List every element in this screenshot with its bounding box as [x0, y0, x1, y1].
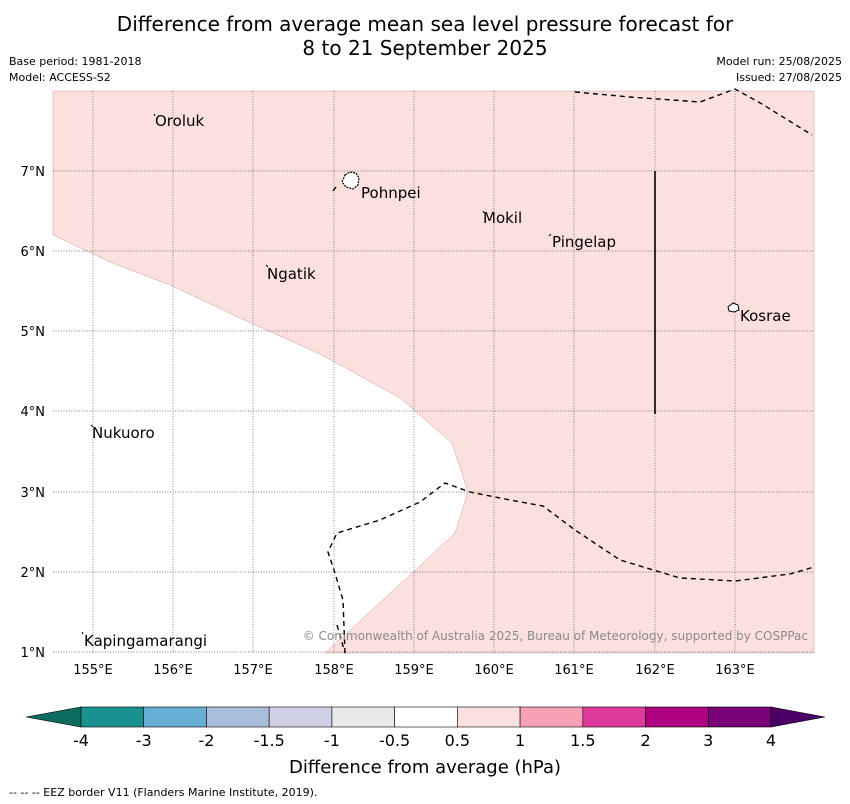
lat-tick-label: 5°N [21, 325, 46, 340]
model-name: Model: ACCESS-S2 [9, 71, 111, 84]
info-right: Model run: 25/08/2025 Issued: 27/08/2025 [716, 54, 842, 86]
colorbar-tick-label: 1.5 [570, 731, 595, 750]
colorbar-tick-label: -1.5 [254, 731, 285, 750]
lon-tick-label: 161°E [554, 663, 594, 678]
issued-date: Issued: 27/08/2025 [735, 71, 842, 84]
anomaly-area [52, 90, 815, 654]
lon-tick-label: 160°E [474, 663, 514, 678]
kosrae-island-shape [727, 302, 740, 313]
map-title: Difference from average mean sea level p… [0, 12, 850, 60]
info-left: Base period: 1981-2018 Model: ACCESS-S2 [9, 54, 141, 86]
place-label-kosrae: Kosrae [740, 307, 791, 325]
colorbar-swatch [206, 706, 270, 728]
title-line-1: Difference from average mean sea level p… [116, 12, 734, 36]
model-run: Model run: 25/08/2025 [716, 55, 842, 68]
lat-tick-label: 4°N [21, 405, 46, 420]
colorbar-tick-label: -4 [73, 731, 89, 750]
place-label-mokil: Mokil [483, 209, 522, 227]
lon-tick-label: 156°E [153, 663, 193, 678]
place-label-nukuoro: Nukuoro [92, 424, 155, 442]
colorbar-swatch [707, 706, 772, 728]
colorbar-extend-low [25, 706, 82, 728]
pohnpei-island-shape [341, 171, 360, 190]
atoll-dots [81, 113, 552, 635]
colorbar-swatch [519, 706, 584, 728]
place-label-oroluk: Oroluk [155, 112, 204, 130]
lon-tick-label: 159°E [394, 663, 434, 678]
lon-tick-label: 162°E [635, 663, 675, 678]
colorbar-swatch [80, 706, 145, 728]
colorbar-tick-label: -2 [198, 731, 214, 750]
copyright-note: © Commonwealth of Australia 2025, Bureau… [303, 629, 808, 643]
colorbar-tick-label: -0.5 [379, 731, 410, 750]
colorbar-tick-label: 3 [703, 731, 713, 750]
colorbar-swatch [331, 706, 395, 728]
colorbar-labels: -4 -3 -2 -1.5 -1 -0.5 0.5 1 1.5 2 3 4 [73, 731, 776, 750]
colorbar-swatch [582, 706, 646, 728]
place-label-pohnpei: Pohnpei [361, 184, 421, 202]
colorbar-swatch [143, 706, 207, 728]
colorbar-extend-high [770, 706, 826, 728]
base-period: Base period: 1981-2018 [9, 55, 142, 68]
lat-tick-label: 3°N [21, 486, 46, 501]
colorbar-tick-label: -1 [324, 731, 340, 750]
eez-legend-note: -- -- -- EEZ border V11 (Flanders Marine… [9, 786, 318, 799]
lat-tick-label: 7°N [21, 165, 46, 180]
lat-tick-label: 2°N [21, 566, 46, 581]
title-line-2: 8 to 21 September 2025 [302, 36, 548, 60]
eez-borders [327, 88, 815, 654]
colorbar-swatch [268, 706, 333, 728]
lon-tick-label: 155°E [73, 663, 113, 678]
colorbar-swatch [457, 706, 521, 728]
colorbar-tick-label: 2 [640, 731, 650, 750]
lon-tick-label: 163°E [715, 663, 755, 678]
lat-tick-label: 6°N [21, 245, 46, 260]
lon-tick-label: 157°E [233, 663, 273, 678]
colorbar-swatch [394, 706, 458, 728]
colorbar-tick-label: 0.5 [445, 731, 470, 750]
colorbar-tick-label: 1 [515, 731, 525, 750]
colorbar-title: Difference from average (hPa) [289, 757, 561, 778]
place-label-pingelap: Pingelap [552, 233, 616, 251]
place-label-kapingamarangi: Kapingamarangi [84, 632, 207, 650]
colorbar-tick-label: 4 [766, 731, 776, 750]
lat-tick-label: 1°N [21, 646, 46, 661]
colorbar-tick-label: -3 [136, 731, 152, 750]
place-label-ngatik: Ngatik [267, 265, 316, 283]
colorbar-swatch [645, 706, 709, 728]
colorbar [25, 706, 826, 728]
lon-tick-label: 158°E [314, 663, 354, 678]
